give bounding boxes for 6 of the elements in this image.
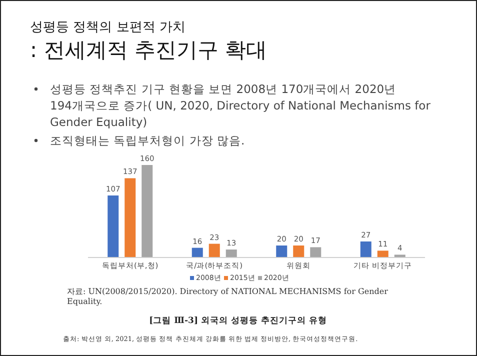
- text: 조직형태는 독립부처형이 가장 많음.: [50, 134, 245, 148]
- chart-subtitle: : 전세계적 추진기구 확대: [30, 38, 268, 62]
- text: [그림 Ⅲ-3] 외국의 성평등 추진기구의 유형: [149, 316, 327, 326]
- text: 자료: UN(2008/2015/2020). Directory of NATIONAL MECHANISMS for Gender Equality.: [67, 287, 388, 306]
- text: 성평등 정책추진 기구 현황을 보면 2008년 170개국에서 2020년 194개국으로 증가( UN, 2020, Directory of National Mechanisms for Gender Equality): [50, 82, 431, 129]
- chart-title: 성평등 정책의 보편적 가치: [30, 20, 186, 35]
